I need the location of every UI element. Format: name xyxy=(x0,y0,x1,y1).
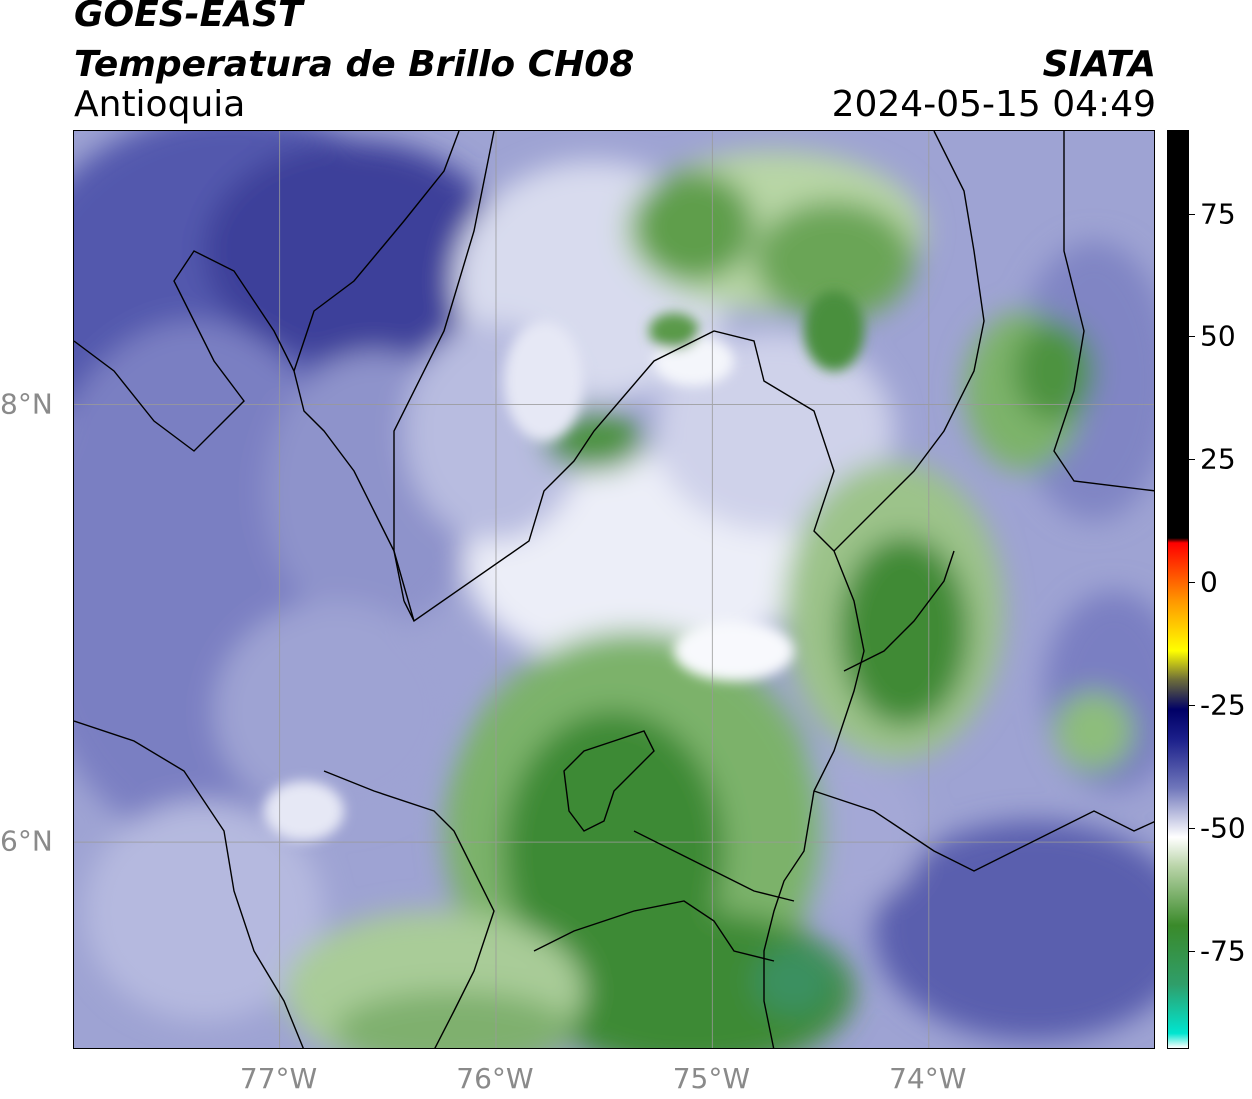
map-panel xyxy=(73,130,1155,1049)
colorbar-tick-label-3: 0 xyxy=(1200,565,1218,599)
lat-tick-label-0: 8°N xyxy=(0,387,53,420)
lon-tick-label-1: 76°W xyxy=(456,1062,534,1095)
colorbar-tick-3 xyxy=(1189,582,1195,584)
department-border-far-east xyxy=(1053,131,1154,492)
department-border-southwest xyxy=(74,720,304,1048)
boundaries xyxy=(74,131,1154,1048)
brightness-temperature-map xyxy=(74,131,1154,1048)
department-border-south-central xyxy=(533,900,775,962)
subtitle: Temperatura de Brillo CH08 xyxy=(74,44,635,85)
colorbar-tick-2 xyxy=(1189,459,1195,461)
department-border-north xyxy=(393,131,495,622)
antioquia-border xyxy=(403,330,865,1048)
coastline-caribbean xyxy=(293,131,460,372)
department-border-chain xyxy=(843,550,955,672)
colorbar-tick-label-6: -75 xyxy=(1200,934,1246,968)
region-label: Antioquia xyxy=(74,84,246,125)
medellin-metro xyxy=(563,730,655,832)
colorbar-tick-label-0: 75 xyxy=(1200,197,1236,231)
organization-label: SIATA xyxy=(1042,44,1156,85)
colorbar-tick-5 xyxy=(1189,827,1195,829)
department-border-east xyxy=(833,131,985,552)
colorbar xyxy=(1167,130,1189,1049)
lon-tick-label-3: 74°W xyxy=(889,1062,967,1095)
colorbar-tick-label-2: 25 xyxy=(1200,442,1236,476)
colorbar-tick-1 xyxy=(1189,336,1195,338)
cloud-detail xyxy=(264,291,864,841)
colorbar-tick-label-4: -25 xyxy=(1200,688,1246,722)
coastline-pacific xyxy=(74,250,405,602)
timestamp: 2024-05-15 04:49 xyxy=(831,84,1156,125)
title: GOES-EAST xyxy=(74,0,303,35)
lon-tick-label-0: 77°W xyxy=(239,1062,318,1095)
colorbar-tick-4 xyxy=(1189,704,1195,706)
colorbar-tick-6 xyxy=(1189,950,1195,952)
gridlines xyxy=(74,131,1154,1048)
lon-tick-label-2: 75°W xyxy=(672,1062,751,1095)
colorbar-tick-label-1: 50 xyxy=(1200,319,1236,353)
department-border-south xyxy=(323,770,495,1048)
colorbar-tick-label-5: -50 xyxy=(1200,811,1246,845)
colorbar-tick-0 xyxy=(1189,213,1195,215)
department-border-southeast xyxy=(813,790,1154,872)
lat-tick-label-1: 6°N xyxy=(0,824,53,858)
department-border-east-wiggle xyxy=(633,830,795,902)
